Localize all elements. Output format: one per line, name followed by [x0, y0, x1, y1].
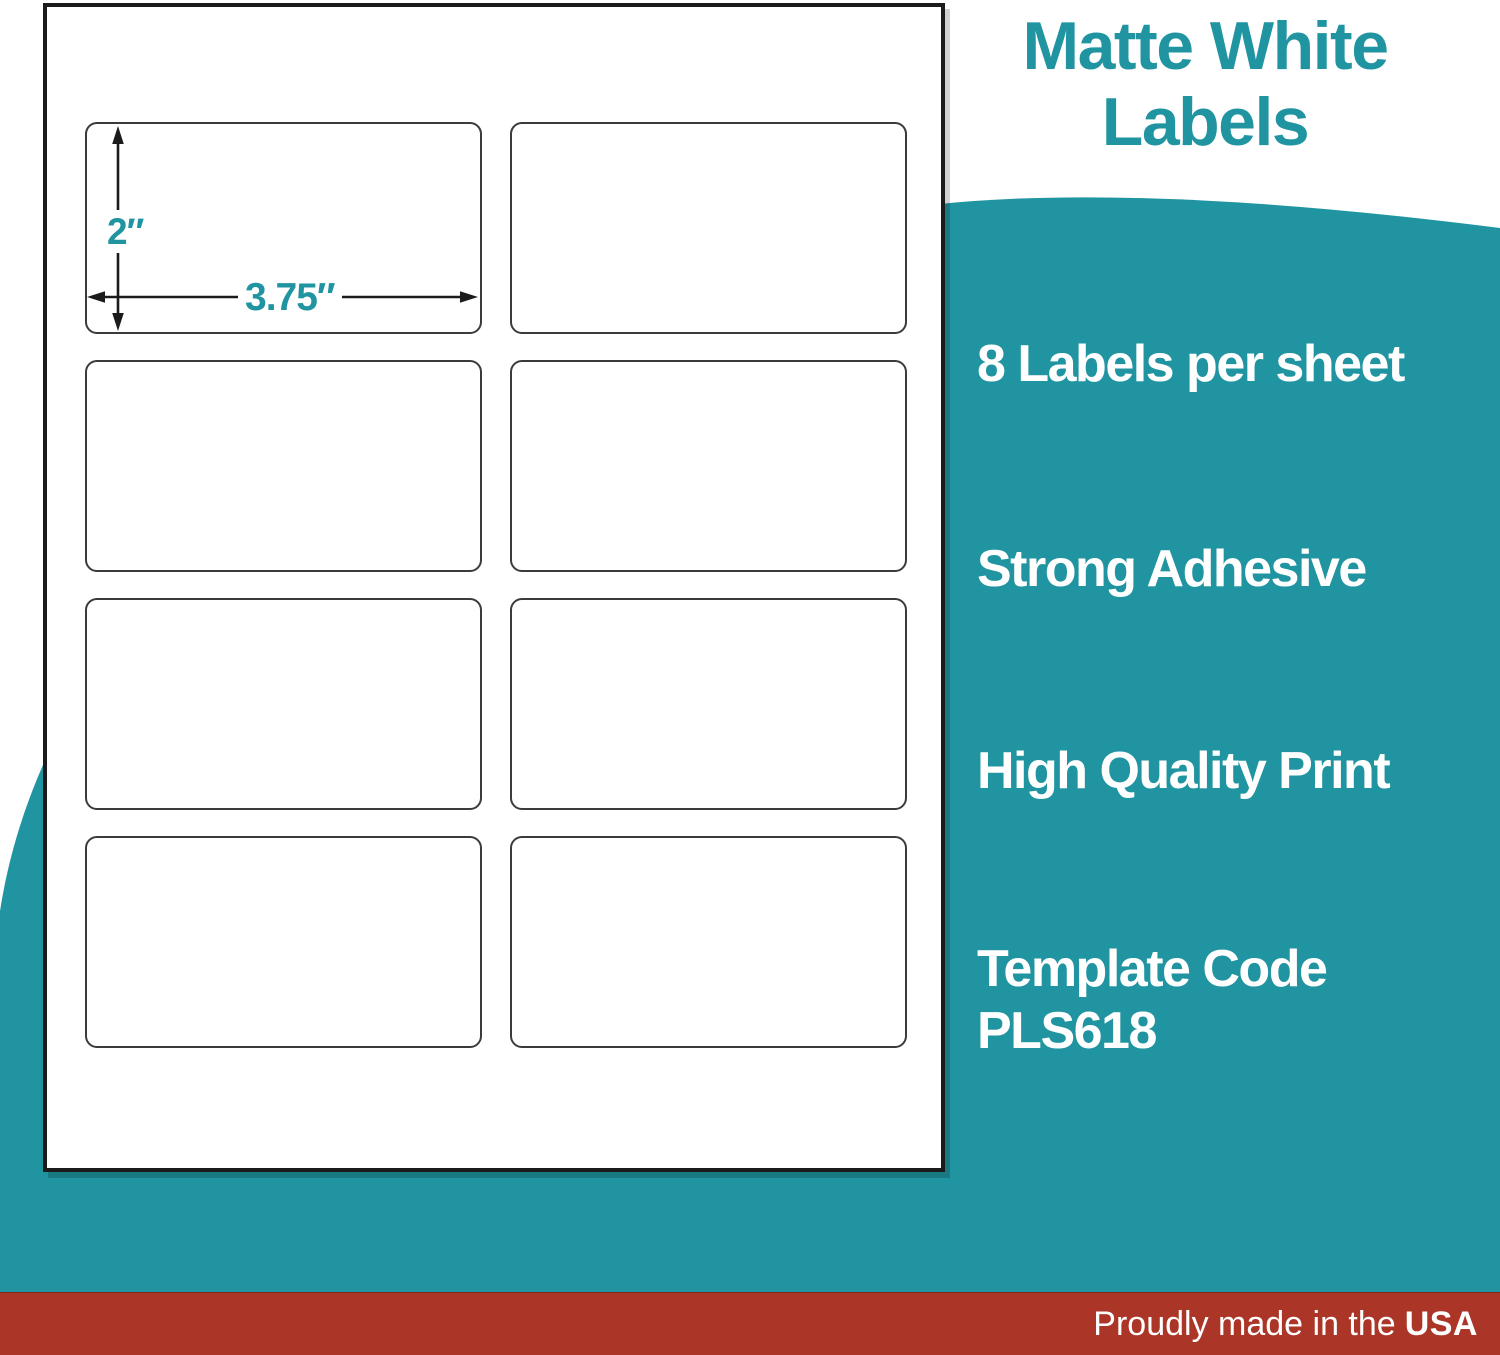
feature-strong-adhesive: Strong Adhesive — [977, 540, 1367, 598]
product-title: Matte White Labels — [955, 8, 1455, 160]
label-cell — [85, 836, 482, 1048]
made-in-usa-text: Proudly made in the USA — [1093, 1293, 1478, 1355]
label-width-dimension: 3.75″ — [238, 275, 342, 320]
label-grid — [85, 122, 907, 1048]
feature-high-quality-print: High Quality Print — [977, 742, 1391, 800]
product-title-line2: Labels — [1101, 84, 1310, 161]
made-in-usa-bold: USA — [1404, 1305, 1478, 1343]
label-cell — [510, 360, 907, 572]
label-cell — [510, 122, 907, 334]
teal-right-blob — [940, 197, 1500, 1355]
feature-template-code: Template Code PLS618 — [977, 940, 1328, 1061]
label-cell — [85, 360, 482, 572]
label-cell — [85, 598, 482, 810]
product-title-line1: Matte White — [1022, 8, 1389, 84]
made-in-usa-prefix: Proudly made in the — [1093, 1305, 1396, 1343]
label-height-dimension: 2″ — [102, 210, 149, 253]
label-cell — [510, 836, 907, 1048]
label-cell — [510, 598, 907, 810]
made-in-usa-banner: Proudly made in the USA — [0, 1292, 1500, 1355]
feature-labels-per-sheet: 8 Labels per sheet — [977, 335, 1405, 393]
teal-left-wedge — [0, 756, 47, 1355]
